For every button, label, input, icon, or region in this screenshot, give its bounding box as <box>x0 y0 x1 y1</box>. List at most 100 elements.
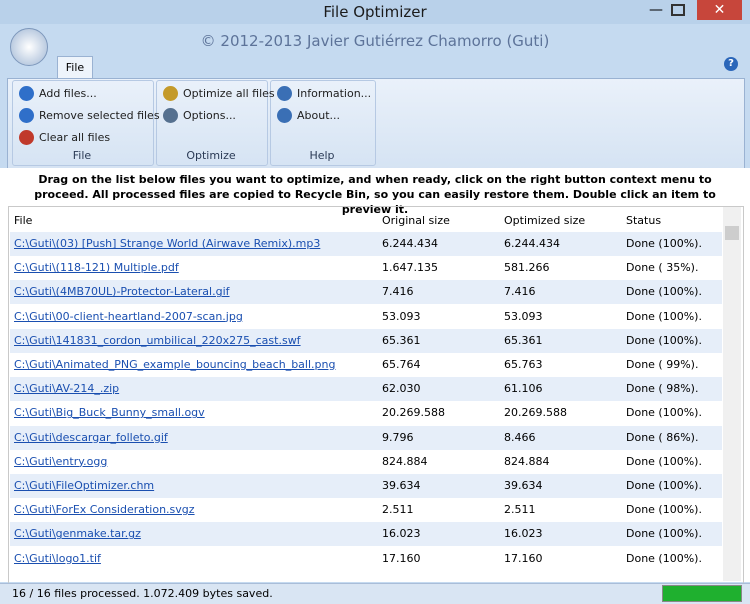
table-row[interactable]: C:\Guti\AV-214_.zip 62.030 61.106 Done ( 98… <box>10 377 722 402</box>
table-row[interactable]: C:\Guti\(118-121) Multiple.pdf 1.647.135 5… <box>10 256 722 281</box>
table-row[interactable]: C:\Guti\entry.ogg 824.884 824.884 Done (100… <box>10 449 722 474</box>
scrollbar[interactable] <box>723 207 741 581</box>
column-header[interactable]: Original size <box>382 214 450 227</box>
button-label: Optimize all files <box>183 86 275 100</box>
cell-text: 2.511 <box>382 503 414 517</box>
file-link[interactable]: C:\Guti\ForEx Consideration.svgz <box>14 503 195 517</box>
cell-text: Done (100%). <box>626 527 702 541</box>
file-link[interactable]: C:\Guti\genmake.tar.gz <box>14 527 141 541</box>
window-title: File Optimizer <box>323 3 427 21</box>
ribbon-tab[interactable]: File <box>57 56 93 79</box>
ribbon-button[interactable]: Clear all files <box>19 127 110 147</box>
table-row[interactable]: C:\Guti\genmake.tar.gz 16.023 16.023 Done (… <box>10 522 722 547</box>
ribbon-button[interactable]: Add files... <box>19 83 97 103</box>
table-row[interactable]: C:\Guti\00-client-heartland-2007-scan.jp… <box>10 304 722 329</box>
cell-text: 61.106 <box>504 382 543 396</box>
scroll-thumb[interactable] <box>725 226 739 240</box>
cell-text: 581.266 <box>504 261 550 275</box>
button-label: Add files... <box>39 86 97 100</box>
cell-text: Done ( 99%). <box>626 358 699 371</box>
button-icon <box>19 85 34 101</box>
cell-text: Done (100%). <box>626 406 702 420</box>
maximize-button[interactable] <box>671 4 685 16</box>
table-row[interactable]: C:\Guti\(4MB70UL)-Protector-Lateral.gif 7… <box>10 280 722 305</box>
button-icon <box>19 129 34 145</box>
cell-text: Done ( 35%). <box>626 261 699 275</box>
ribbon-group <box>12 80 154 166</box>
column-header[interactable]: Optimized size <box>504 214 586 227</box>
table-header: File Original size Optimized size Status <box>10 209 722 231</box>
cell-text: 65.763 <box>504 358 543 371</box>
cell-text: 824.884 <box>504 454 550 468</box>
table-row[interactable]: C:\Guti\ForEx Consideration.svgz 2.511 2.5… <box>10 498 722 523</box>
close-button[interactable]: ✕ <box>697 0 742 20</box>
button-label: Remove selected files <box>39 108 160 122</box>
button-icon <box>277 85 292 101</box>
cell-text: Done ( 98%). <box>626 382 699 396</box>
column-header[interactable]: Status <box>626 214 662 227</box>
status-text: 16 / 16 files processed. 1.072.409 bytes… <box>12 587 273 600</box>
cell-text: 39.634 <box>382 479 421 492</box>
cell-text: Done (100%). <box>626 479 702 492</box>
button-label: About... <box>297 108 341 122</box>
cell-text: 39.634 <box>504 479 543 492</box>
status-bar <box>0 583 750 604</box>
button-icon <box>277 107 292 123</box>
file-link[interactable]: C:\Guti\Big_Buck_Bunny_small.ogv <box>14 406 205 420</box>
cell-text: Done (100%). <box>626 454 702 468</box>
cell-text: 16.023 <box>504 527 543 541</box>
file-link[interactable]: C:\Guti\(118-121) Multiple.pdf <box>14 261 179 275</box>
app-orb[interactable] <box>10 28 48 66</box>
file-link[interactable]: C:\Guti\FileOptimizer.chm <box>14 479 155 492</box>
cell-text: 65.764 <box>382 358 421 371</box>
file-link[interactable]: C:\Guti\Animated_PNG_example_bouncing_be… <box>14 358 336 371</box>
ribbon-button[interactable]: About... <box>277 105 340 125</box>
cell-text: 7.416 <box>382 285 414 299</box>
cell-text: Done (100%). <box>626 309 702 323</box>
group-label: Help <box>309 149 335 162</box>
file-link[interactable]: C:\Guti\141831_cordon_umbilical_220x275_… <box>14 333 301 347</box>
ribbon-group <box>156 80 268 166</box>
progress-bar <box>662 585 742 602</box>
cell-text: 20.269.588 <box>382 406 445 420</box>
file-link[interactable]: C:\Guti\logo1.tif <box>14 551 101 565</box>
button-label: Information... <box>297 86 372 100</box>
cell-text: 65.361 <box>504 333 543 347</box>
ribbon-button[interactable]: Information... <box>277 83 371 103</box>
table-row[interactable]: C:\Guti\Big_Buck_Bunny_small.ogv 20.269.5… <box>10 401 722 426</box>
minimize-button[interactable]: — <box>649 2 663 18</box>
cell-text: Done (100%). <box>626 285 702 299</box>
window-subtitle: © 2012-2013 Javier Gutiérrez Chamorro (G… <box>200 32 550 50</box>
table-row[interactable]: C:\Guti\141831_cordon_umbilical_220x275_… <box>10 328 722 353</box>
table-row[interactable]: C:\Guti\logo1.tif 17.160 17.160 Done (100%)… <box>10 546 722 571</box>
ribbon-button[interactable]: Remove selected files <box>19 105 160 125</box>
table-row[interactable]: C:\Guti\(03) [Push] Strange World (Airwa… <box>10 232 722 256</box>
file-link[interactable]: C:\Guti\(03) [Push] Strange World (Airwa… <box>14 237 321 250</box>
help-icon[interactable]: ? <box>724 57 738 71</box>
cell-text: 9.796 <box>382 430 414 444</box>
table-row[interactable]: C:\Guti\FileOptimizer.chm 39.634 39.634 Don… <box>10 474 722 498</box>
cell-text: Done (100%). <box>626 551 702 565</box>
table-row[interactable]: C:\Guti\descargar_folleto.gif 9.796 8.466 D… <box>10 425 722 450</box>
column-header[interactable]: File <box>14 214 33 227</box>
cell-text: Done (100%). <box>626 333 702 347</box>
file-link[interactable]: C:\Guti\entry.ogg <box>14 454 108 468</box>
file-link[interactable]: C:\Guti\descargar_folleto.gif <box>14 430 168 444</box>
cell-text: 6.244.434 <box>382 237 438 250</box>
ribbon-button[interactable]: Optimize all files <box>163 83 275 103</box>
cell-text: 6.244.434 <box>504 237 560 250</box>
group-label: Optimize <box>186 149 236 162</box>
cell-text: 62.030 <box>382 382 421 396</box>
file-link[interactable]: C:\Guti\AV-214_.zip <box>14 382 120 396</box>
ribbon-group <box>270 80 376 166</box>
file-link[interactable]: C:\Guti\00-client-heartland-2007-scan.jp… <box>14 309 243 323</box>
file-link[interactable]: C:\Guti\(4MB70UL)-Protector-Lateral.gif <box>14 285 230 299</box>
cell-text: 65.361 <box>382 333 421 347</box>
cell-text: Done ( 86%). <box>626 430 699 444</box>
cell-text: 20.269.588 <box>504 406 567 420</box>
ribbon-button[interactable]: Options... <box>163 105 236 125</box>
table-row[interactable]: C:\Guti\Animated_PNG_example_bouncing_be… <box>10 353 722 377</box>
button-label: Clear all files <box>39 130 111 144</box>
cell-text: 8.466 <box>504 430 536 444</box>
